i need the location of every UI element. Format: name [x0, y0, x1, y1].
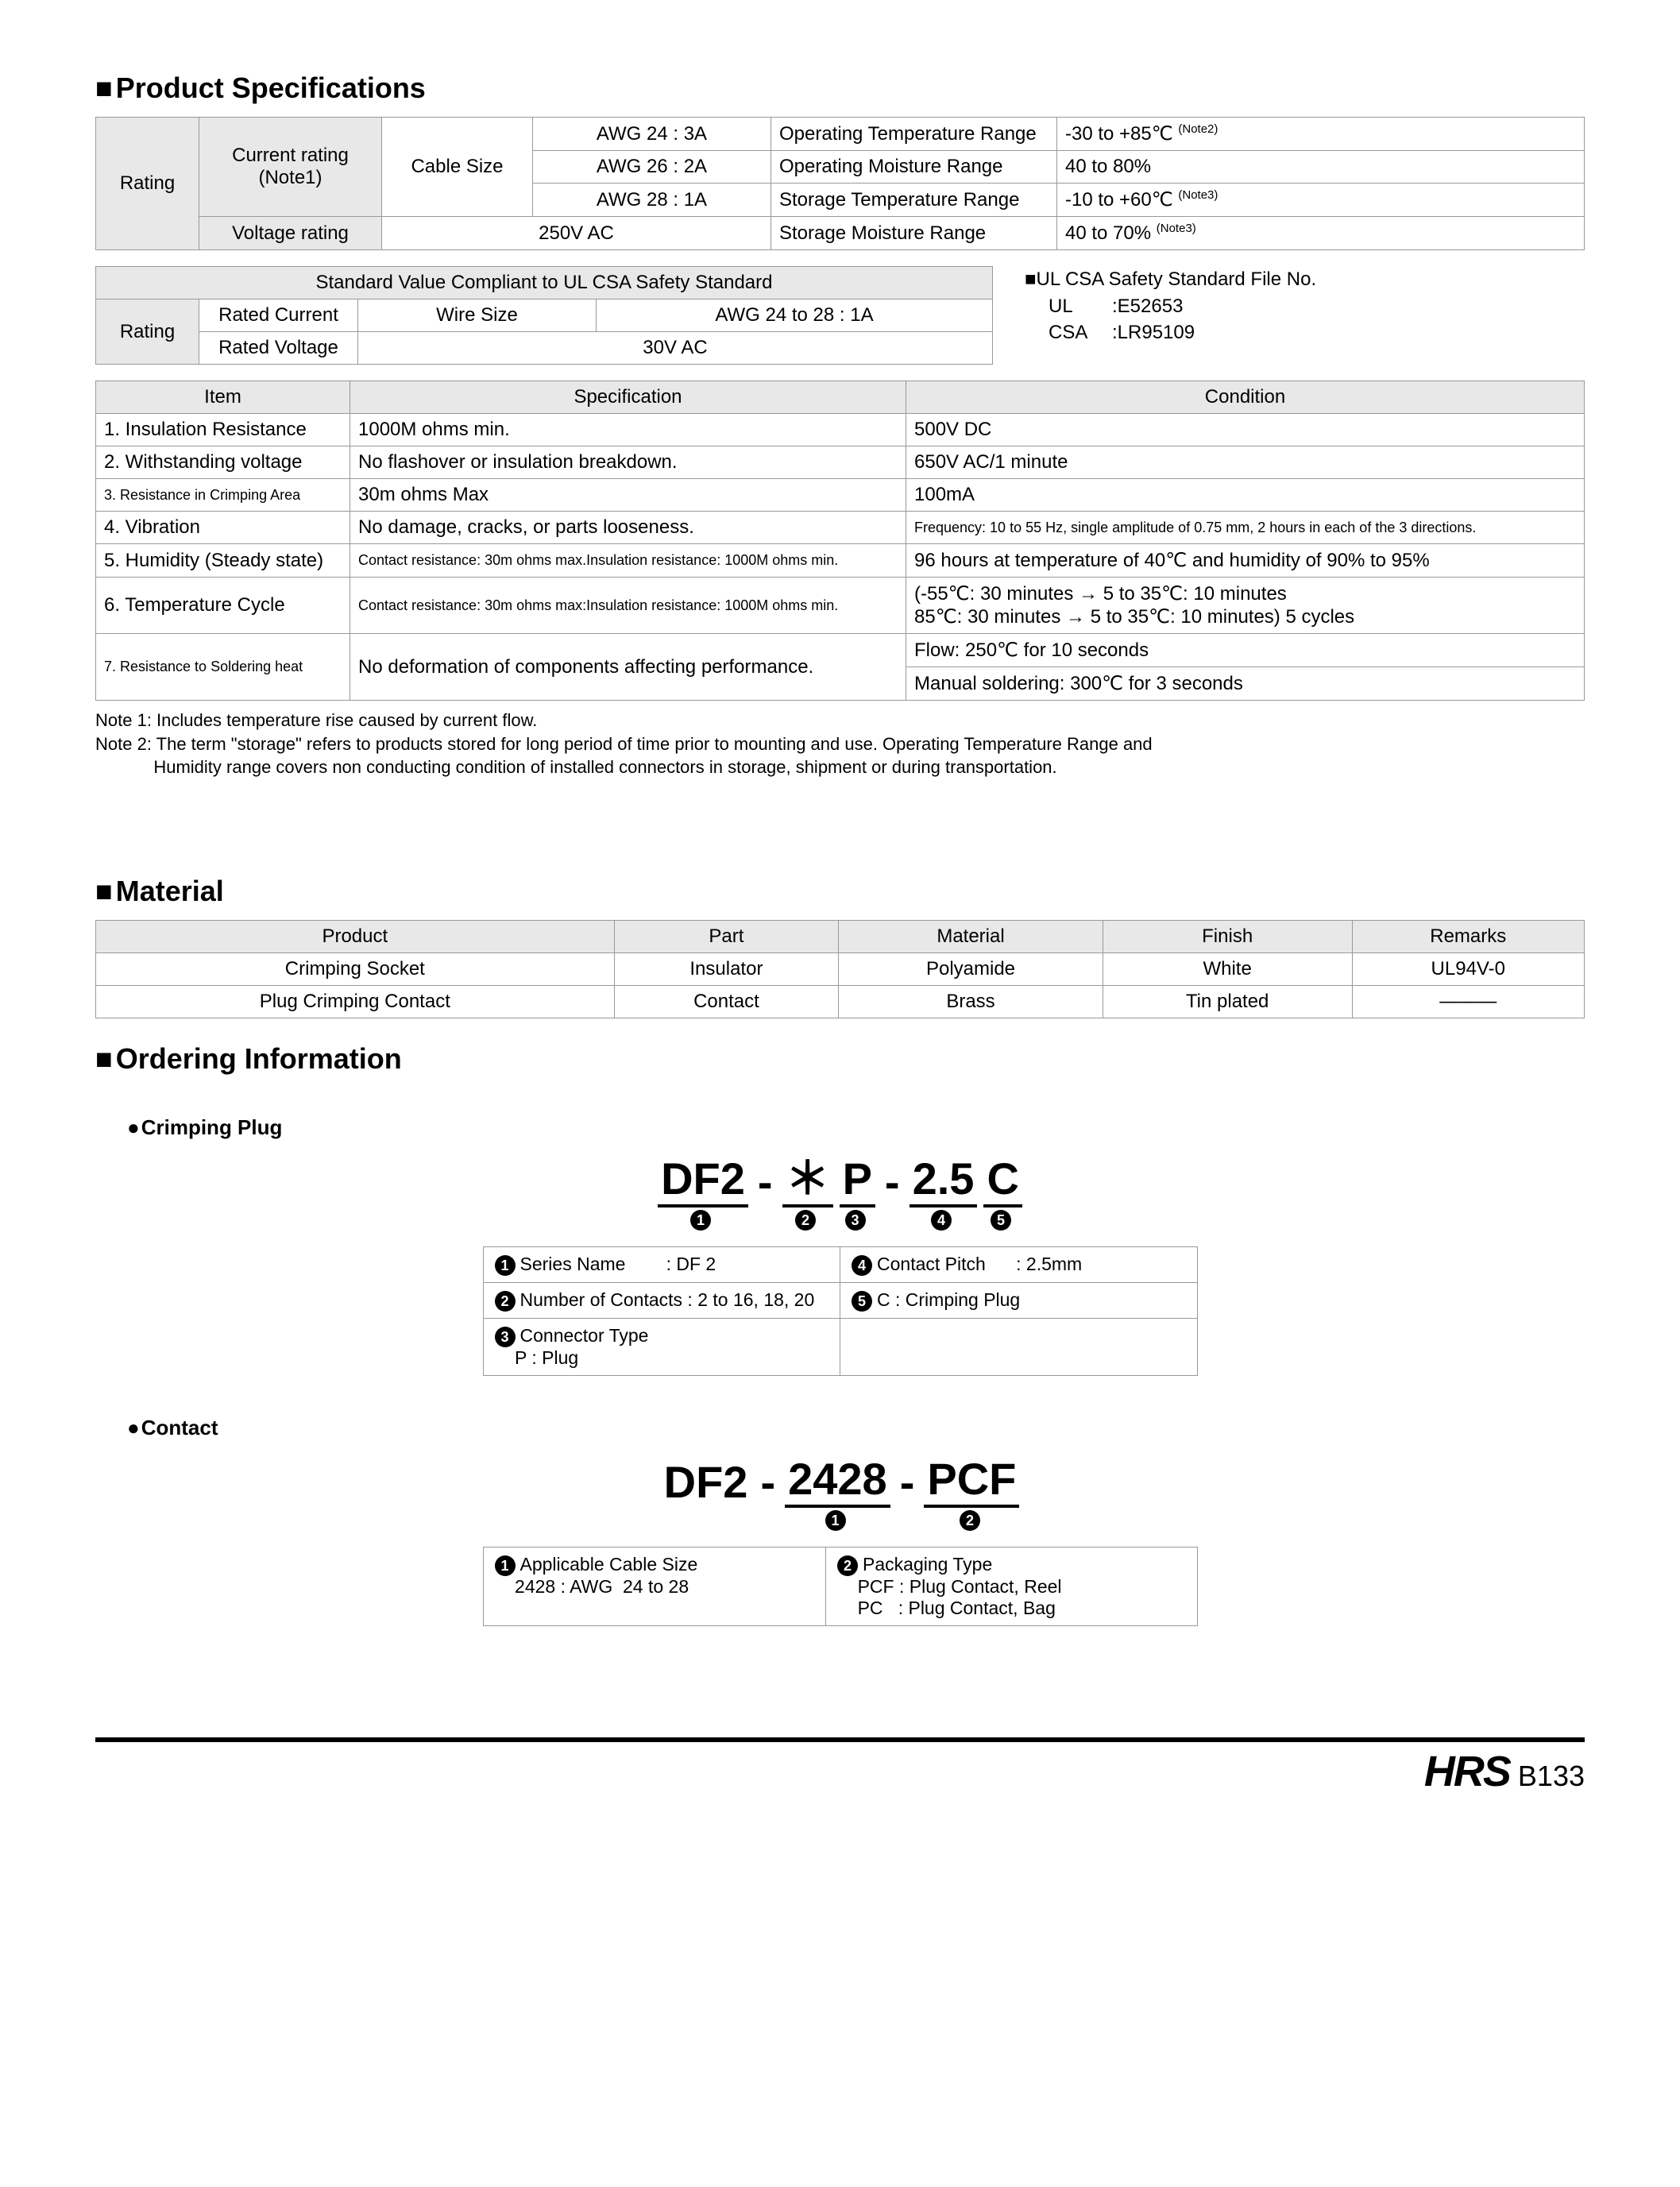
crimping-plug-title: Crimping Plug: [127, 1115, 1585, 1140]
rated-voltage-value: 30V AC: [358, 332, 993, 365]
section-title-spec: Product Specifications: [95, 71, 1585, 105]
awg26-cell: AWG 26 : 2A: [533, 151, 771, 184]
ulcsa-file-block: ■UL CSA Safety Standard File No. UL:E526…: [1025, 266, 1316, 346]
awg28-cell: AWG 28 : 1A: [533, 184, 771, 217]
page-footer: HRSB133: [95, 1737, 1585, 1796]
legend-row: 1Series Name : DF 2: [483, 1247, 840, 1283]
wire-size-label: Wire Size: [358, 299, 597, 332]
op-moist-label: Operating Moisture Range: [771, 151, 1057, 184]
legend-row: 3Connector Type P : Plug: [483, 1319, 840, 1376]
legend-row: 2Packaging Type PCF : Plug Contact, Reel…: [826, 1548, 1197, 1626]
op-moist-value: 40 to 80%: [1057, 151, 1585, 184]
contact-legend-table: 1Applicable Cable Size 2428 : AWG 24 to …: [483, 1547, 1198, 1626]
voltage-rating-value: 250V AC: [382, 217, 771, 250]
contact-title: Contact: [127, 1416, 1585, 1440]
rating-label: Rating: [96, 118, 199, 250]
legend-row: 1Applicable Cable Size 2428 : AWG 24 to …: [483, 1548, 826, 1626]
spec-hdr-cond: Condition: [906, 381, 1585, 414]
ulcsa-rating-label: Rating: [96, 299, 199, 365]
legend-row: 4Contact Pitch : 2.5mm: [840, 1247, 1198, 1283]
op-temp-value: -30 to +85℃ (Note2): [1057, 118, 1585, 151]
page-number: B133: [1518, 1760, 1585, 1792]
spec-hdr-spec: Specification: [350, 381, 906, 414]
rated-current-label: Rated Current: [199, 299, 358, 332]
hrs-logo: HRS: [1424, 1748, 1510, 1795]
note1: Note 1: Includes temperature rise caused…: [95, 709, 1585, 732]
voltage-rating-label: Voltage rating: [199, 217, 382, 250]
wire-size-value: AWG 24 to 28 : 1A: [597, 299, 993, 332]
notes-block: Note 1: Includes temperature rise caused…: [95, 709, 1585, 779]
spec-hdr-item: Item: [96, 381, 350, 414]
section-title-material: Material: [95, 875, 1585, 908]
plug-legend-table: 1Series Name : DF 2 4Contact Pitch : 2.5…: [483, 1246, 1198, 1376]
note2: Note 2: The term "storage" refers to pro…: [95, 732, 1585, 779]
cable-size-label: Cable Size: [382, 118, 533, 217]
material-table: ProductPartMaterialFinishRemarksCrimping…: [95, 920, 1585, 1018]
awg24-cell: AWG 24 : 3A: [533, 118, 771, 151]
st-moist-value: 40 to 70% (Note3): [1057, 217, 1585, 250]
st-moist-label: Storage Moisture Range: [771, 217, 1057, 250]
legend-row: 2Number of Contacts : 2 to 16, 18, 20: [483, 1283, 840, 1319]
ulcsa-table: Standard Value Compliant to UL CSA Safet…: [95, 266, 993, 365]
rating-table: Rating Current rating (Note1) Cable Size…: [95, 117, 1585, 250]
partnumber-contact: DF2-2428-PCF 1 2: [95, 1456, 1585, 1531]
current-rating-label: Current rating (Note1): [199, 118, 382, 217]
rated-voltage-label: Rated Voltage: [199, 332, 358, 365]
legend-row: 5C : Crimping Plug: [840, 1283, 1198, 1319]
op-temp-label: Operating Temperature Range: [771, 118, 1057, 151]
partnumber-plug: DF2-＊P-2.5C1 23 45: [95, 1156, 1585, 1231]
st-temp-value: -10 to +60℃ (Note3): [1057, 184, 1585, 217]
section-title-ordering: Ordering Information: [95, 1042, 1585, 1076]
st-temp-label: Storage Temperature Range: [771, 184, 1057, 217]
ulcsa-header: Standard Value Compliant to UL CSA Safet…: [96, 267, 993, 299]
spec-table: Item Specification Condition 1. Insulati…: [95, 381, 1585, 701]
